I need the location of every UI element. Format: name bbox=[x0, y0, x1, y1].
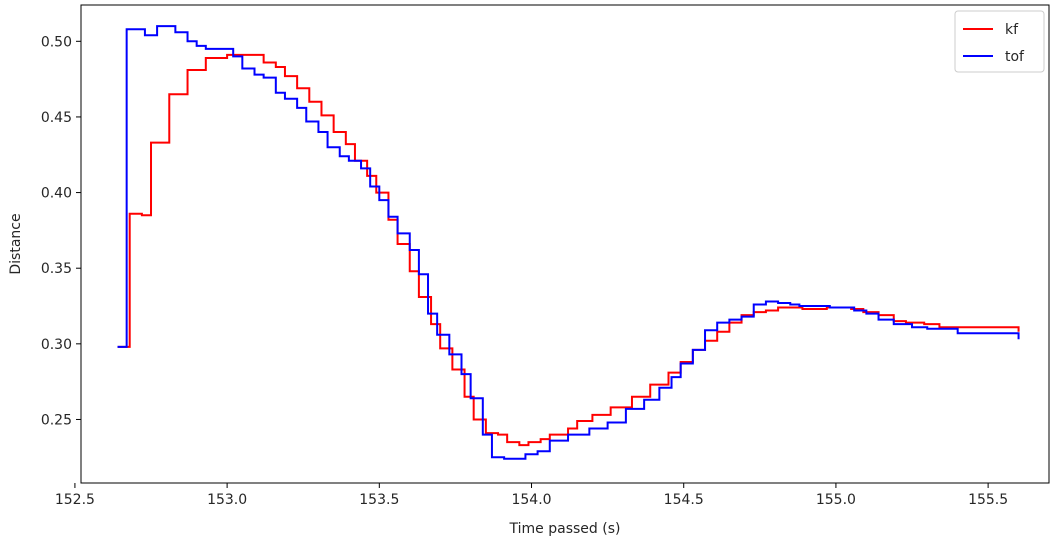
x-tick-label: 153.5 bbox=[359, 492, 399, 508]
series-line-kf bbox=[117, 53, 1020, 447]
y-tick-label: 0.25 bbox=[41, 412, 72, 428]
y-tick-label: 0.45 bbox=[41, 110, 72, 126]
x-tick-label: 152.5 bbox=[55, 492, 95, 508]
x-axis-label: Time passed (s) bbox=[509, 521, 621, 537]
plot-frame bbox=[80, 4, 1050, 484]
y-tick-label: 0.30 bbox=[41, 337, 72, 353]
series-line-tof bbox=[117, 25, 1020, 460]
x-tick-label: 155.0 bbox=[816, 492, 856, 508]
ticks-layer: 152.5 153.0 153.5 154.0 154.5 155.0 155.5 0.25 0… bbox=[41, 34, 1008, 508]
y-tick-label: 0.40 bbox=[41, 186, 72, 202]
series-layer bbox=[117, 25, 1020, 460]
x-tick-label: 154.5 bbox=[664, 492, 704, 508]
x-tick-label: 154.0 bbox=[511, 492, 551, 508]
y-tick-label: 0.50 bbox=[41, 34, 72, 50]
x-tick-label: 155.5 bbox=[968, 492, 1008, 508]
legend-label-kf: kf bbox=[1005, 22, 1019, 38]
y-tick-label: 0.35 bbox=[41, 261, 72, 277]
legend: kf tof bbox=[954, 10, 1045, 73]
legend-label-tof: tof bbox=[1005, 49, 1025, 65]
x-tick-label: 153.0 bbox=[207, 492, 247, 508]
y-axis-label: Distance bbox=[8, 213, 24, 274]
legend-box bbox=[954, 10, 1045, 73]
